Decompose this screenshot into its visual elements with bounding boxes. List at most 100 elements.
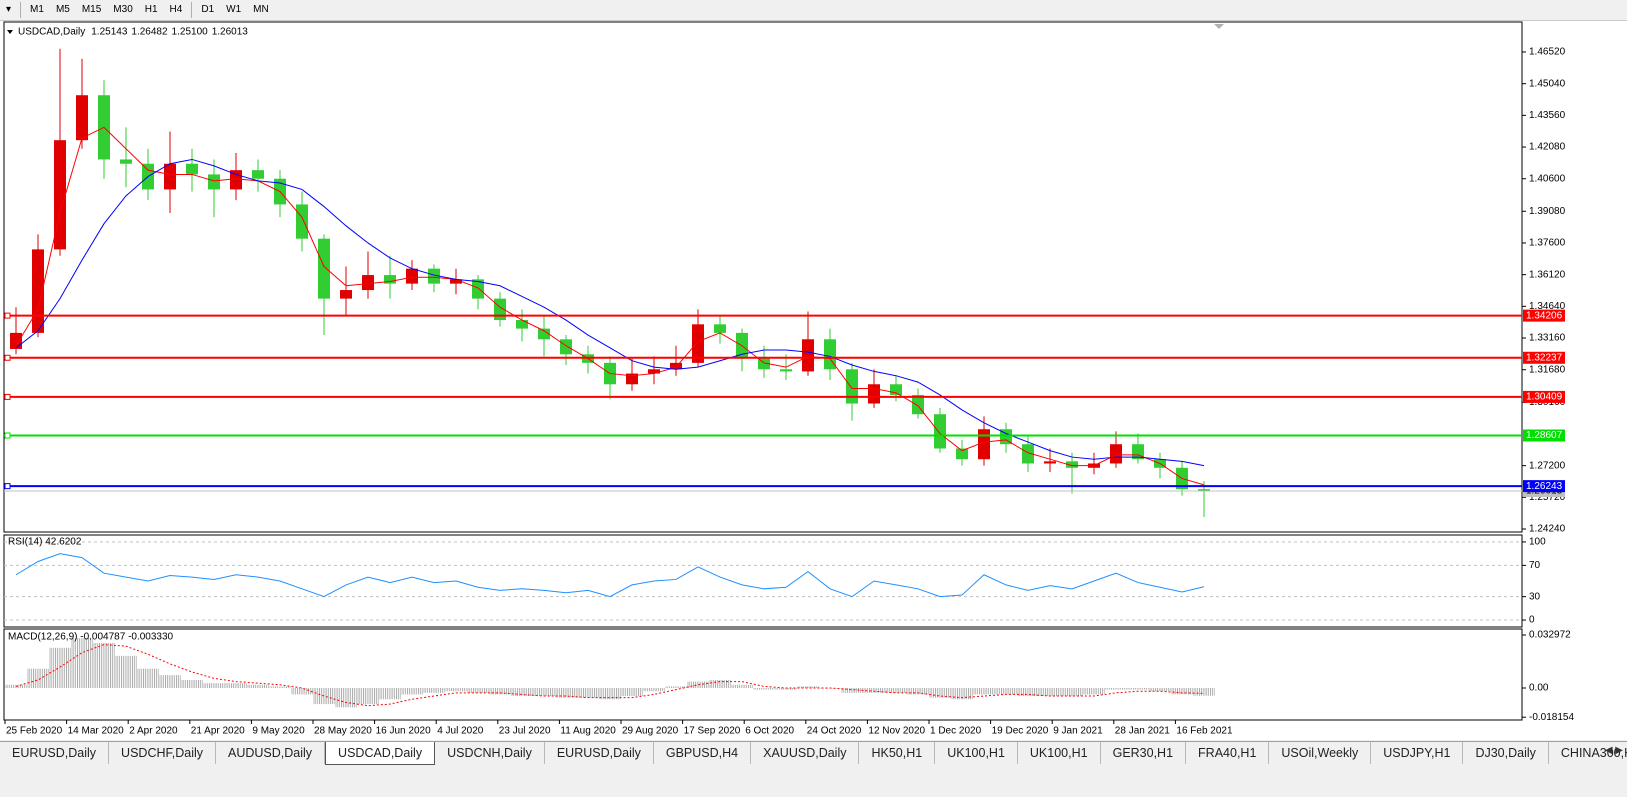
indicator-title: MACD(12,26,9) -0.004787 -0.003330 bbox=[8, 632, 174, 643]
x-tick-label: 12 Nov 2020 bbox=[868, 726, 925, 737]
chart-tab[interactable]: FRA40,H1 bbox=[1186, 742, 1270, 764]
macd-bar bbox=[511, 688, 533, 697]
candle-body bbox=[934, 414, 946, 449]
macd-bar bbox=[1017, 688, 1039, 697]
chart-tab[interactable]: USOil,Weekly bbox=[1269, 742, 1372, 764]
candle-body bbox=[1044, 461, 1056, 464]
y-tick-label: 1.45040 bbox=[1529, 78, 1566, 89]
x-tick-label: 24 Oct 2020 bbox=[807, 726, 862, 737]
candle-body bbox=[692, 324, 704, 363]
timeframe-button[interactable]: W1 bbox=[226, 4, 242, 15]
macd-bar bbox=[775, 688, 797, 690]
y-tick-label: 70 bbox=[1529, 560, 1541, 571]
macd-bar bbox=[159, 675, 181, 689]
y-tick-label: -0.018154 bbox=[1529, 712, 1574, 723]
macd-bar bbox=[1171, 688, 1193, 695]
x-tick-label: 4 Jul 2020 bbox=[437, 726, 484, 737]
candle-body bbox=[120, 159, 132, 164]
candle-body bbox=[252, 170, 264, 179]
chart-tab[interactable]: DJ30,Daily bbox=[1463, 742, 1549, 764]
candle-body bbox=[648, 369, 660, 374]
chart-title: USDCAD,Daily bbox=[18, 27, 85, 38]
x-tick-label: 2 Apr 2020 bbox=[129, 726, 178, 737]
rsi-line bbox=[15, 553, 1205, 598]
chart-tab[interactable]: USDCHF,Daily bbox=[109, 742, 216, 764]
level-label: 1.28607 bbox=[1526, 430, 1563, 441]
candle-body bbox=[714, 324, 726, 333]
macd-bar bbox=[797, 686, 819, 689]
timeframe-button[interactable]: M5 bbox=[55, 4, 70, 15]
candle-body bbox=[406, 268, 418, 284]
timeframe-button[interactable]: M1 bbox=[30, 4, 44, 15]
macd-bar bbox=[401, 688, 423, 695]
ohlc-value: 1.26482 bbox=[131, 27, 168, 38]
chart-tab[interactable]: USDCNH,Daily bbox=[435, 742, 545, 764]
candle-body bbox=[516, 320, 528, 329]
moving-average bbox=[15, 126, 1205, 486]
macd-bar bbox=[379, 688, 401, 700]
chart-tab[interactable]: GER30,H1 bbox=[1101, 742, 1187, 764]
chart-tab[interactable]: XAUUSD,Daily bbox=[751, 742, 860, 764]
candle-body bbox=[1022, 444, 1034, 464]
macd-bar bbox=[621, 688, 643, 697]
timeframe-toolbar: ▾ M1 M5 M15 M30 H1 H4 D1 W1 MN bbox=[0, 0, 1627, 21]
chart-tab[interactable]: USDCAD,Daily bbox=[325, 742, 436, 765]
tab-scroll[interactable]: ◀ ▶ bbox=[1604, 745, 1623, 756]
macd-bar bbox=[247, 684, 269, 689]
menu-arrow[interactable]: ▾ bbox=[6, 4, 12, 15]
y-tick-label: 100 bbox=[1529, 537, 1546, 548]
y-tick-label: 1.31680 bbox=[1529, 364, 1566, 375]
ohlc-value: 1.26013 bbox=[212, 27, 249, 38]
candle-body bbox=[164, 163, 176, 190]
separator bbox=[20, 2, 22, 18]
chart-tab[interactable]: AUDUSD,Daily bbox=[216, 742, 326, 764]
chart: 1.46520 1.45040 1.43560 1.42080 1.40600 1.390… bbox=[0, 21, 1627, 740]
level-label: 1.30409 bbox=[1526, 392, 1563, 403]
candle-body bbox=[32, 249, 44, 333]
candle-body bbox=[802, 339, 814, 372]
x-tick-label: 1 Dec 2020 bbox=[930, 726, 982, 737]
macd-signal bbox=[15, 644, 1205, 707]
candle-body bbox=[1110, 444, 1122, 464]
timeframe-button[interactable]: H4 bbox=[169, 4, 183, 15]
chart-tab[interactable]: UK100,H1 bbox=[1018, 742, 1101, 764]
macd-bar bbox=[137, 668, 159, 689]
macd-bar bbox=[1061, 688, 1083, 697]
chart-tab[interactable]: EURUSD,Daily bbox=[545, 742, 654, 764]
level-label-bg bbox=[1523, 309, 1565, 322]
chart-tab[interactable]: USDJPY,H1 bbox=[1371, 742, 1464, 764]
y-tick-label: 1.33160 bbox=[1529, 333, 1566, 344]
macd-bar bbox=[731, 684, 753, 689]
x-tick-label: 19 Dec 2020 bbox=[992, 726, 1049, 737]
x-tick-label: 14 Mar 2020 bbox=[68, 726, 125, 737]
chart-tab[interactable]: EURUSD,Daily bbox=[0, 742, 110, 764]
macd-bar bbox=[489, 688, 511, 695]
y-tick-label: 1.34640 bbox=[1529, 301, 1566, 312]
macd-bar bbox=[577, 688, 599, 698]
timeframe-button[interactable]: H1 bbox=[144, 4, 158, 15]
candle-body bbox=[186, 163, 198, 175]
candle-body bbox=[1132, 444, 1144, 460]
timeframe-button[interactable]: M30 bbox=[113, 4, 133, 15]
chart-tab[interactable]: GBPUSD,H4 bbox=[654, 742, 752, 764]
level-handle bbox=[4, 432, 11, 439]
chart-tab[interactable]: UK100,H1 bbox=[935, 742, 1018, 764]
level-label-bg bbox=[1523, 390, 1565, 403]
chart-tab[interactable]: HK50,H1 bbox=[859, 742, 936, 764]
timeframe-button[interactable]: M15 bbox=[81, 4, 102, 15]
macd-bar bbox=[93, 642, 115, 689]
level-label-bg bbox=[1523, 480, 1565, 493]
macd-bar bbox=[27, 668, 49, 689]
macd-bar bbox=[1083, 688, 1105, 695]
candle-body bbox=[956, 448, 968, 460]
candle-body bbox=[1198, 489, 1210, 492]
timeframe-button[interactable]: MN bbox=[253, 4, 269, 15]
candle-body bbox=[450, 279, 462, 284]
macd-bar bbox=[1105, 688, 1127, 690]
macd-bar bbox=[225, 683, 247, 689]
chart-tab[interactable]: CHINA300,H1 bbox=[1549, 742, 1627, 764]
timeframe-button[interactable]: D1 bbox=[201, 4, 215, 15]
macd-bar bbox=[885, 688, 907, 693]
macd-bar bbox=[643, 688, 665, 692]
panel-frame bbox=[3, 628, 1523, 721]
